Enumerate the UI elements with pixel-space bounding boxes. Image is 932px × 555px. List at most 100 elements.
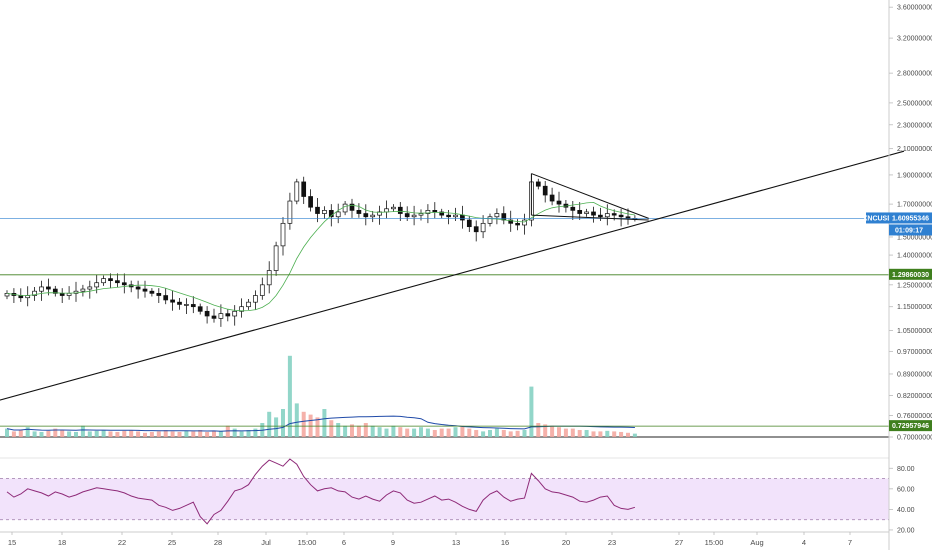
price-tick-label: 3.60000000 [897, 5, 932, 12]
candle-body [515, 222, 520, 226]
time-tick-label: 9 [391, 538, 395, 547]
candle-body [197, 306, 203, 312]
volume-bar [626, 432, 630, 437]
volume-bar [239, 431, 244, 437]
volume-bar [267, 411, 272, 437]
candle-body [280, 222, 286, 247]
countdown-label: 01:09:17 [895, 227, 923, 234]
candle-body [46, 286, 51, 290]
candle-body [439, 211, 445, 216]
volume-bar [163, 430, 168, 437]
candle-body [480, 222, 486, 233]
volume-bar [198, 430, 203, 437]
candle-body [232, 310, 238, 317]
volume-bar [18, 430, 23, 437]
volume-bar [398, 427, 403, 437]
volume-bar [191, 431, 196, 437]
rsi-tick-label: 80.00 [897, 466, 915, 473]
time-tick-label: 22 [118, 538, 126, 547]
time-tick-label: 23 [608, 538, 616, 547]
volume-bar [294, 403, 299, 437]
candle-body [611, 213, 617, 216]
time-tick-label: 18 [58, 538, 66, 547]
volume-bar [322, 409, 327, 437]
time-tick-label: 28 [214, 538, 222, 547]
volume-bar [543, 424, 548, 437]
volume-bar [494, 428, 499, 437]
axis-badges: XNCUSD 1.60955346 01:09:17 1.29860030 0.7295… [863, 212, 932, 432]
candle-body [66, 293, 72, 296]
candle-body [94, 282, 100, 288]
price-axis[interactable]: 3.60000000 3.20000000 2.80000000 2.50000000… [889, 5, 932, 442]
candle-body [259, 284, 265, 296]
candle-body [598, 214, 603, 218]
candlestick-series [4, 173, 638, 327]
rsi-tick-label: 20.00 [897, 527, 915, 534]
volume-bar [46, 430, 51, 437]
volume-bar [212, 431, 216, 437]
rsi-axis[interactable]: 80.00 60.00 40.00 20.00 [889, 466, 915, 535]
time-tick-label: 15 [8, 538, 16, 547]
candle-body [225, 313, 231, 317]
candle-body [253, 295, 258, 303]
volume-bars [5, 355, 637, 437]
volume-bar [60, 430, 65, 437]
candle-body [618, 214, 624, 218]
volume-bar [67, 431, 72, 437]
volume-bar [584, 430, 589, 437]
volume-bar [39, 431, 44, 437]
candle-body [570, 206, 576, 211]
volume-bar [377, 427, 382, 437]
candle-body [149, 290, 155, 294]
price-tick-label: 1.15000000 [897, 304, 932, 311]
candle-body [87, 286, 93, 290]
volume-bar [446, 428, 451, 437]
volume-bar [315, 417, 320, 437]
volume-bar [350, 424, 354, 437]
volume-bar [563, 428, 568, 437]
volume-bar [522, 430, 527, 437]
rsi-tick-label: 60.00 [897, 486, 915, 493]
volume-bar [177, 431, 182, 437]
time-tick-label: 27 [675, 538, 683, 547]
volume-bar [432, 430, 437, 437]
candle-body [4, 293, 10, 297]
volume-bar [80, 425, 85, 437]
volume-ma-line [6, 415, 635, 432]
candle-body [108, 278, 113, 282]
volume-level-badge [889, 420, 932, 432]
candle-body [494, 213, 500, 218]
candle-body [204, 310, 210, 317]
time-axis[interactable]: 15 18 22 25 28 Jul 15:00 6 9 13 16 20 23 27 15:00 Aug 4 7 [8, 532, 852, 547]
candle-body [52, 288, 58, 294]
volume-bar [11, 431, 16, 437]
candle-body [432, 210, 438, 213]
candle-body [218, 313, 224, 319]
price-tick-label: 1.70000000 [897, 202, 932, 209]
candle-body [294, 181, 300, 202]
volume-bar [205, 431, 210, 437]
candle-body [266, 270, 272, 286]
volume-bar [115, 431, 120, 437]
candle-body [115, 280, 120, 284]
volume-bar [570, 428, 575, 437]
candle-body [190, 304, 196, 308]
rsi-band-fill [0, 478, 889, 520]
candle-body [349, 203, 355, 211]
volume-bar [557, 427, 561, 437]
volume-bar [612, 431, 617, 437]
volume-bar [405, 428, 410, 437]
candle-body [135, 286, 141, 290]
price-tick-label: 0.76000000 [897, 413, 932, 420]
candle-body [308, 196, 313, 208]
volume-bar [384, 428, 389, 437]
volume-bar [605, 430, 610, 437]
volume-bar [87, 431, 92, 437]
candle-body [466, 219, 472, 228]
candle-body [460, 214, 465, 221]
volume-bar [460, 425, 465, 437]
volume-bar [253, 428, 258, 437]
volume-bar [529, 386, 534, 437]
